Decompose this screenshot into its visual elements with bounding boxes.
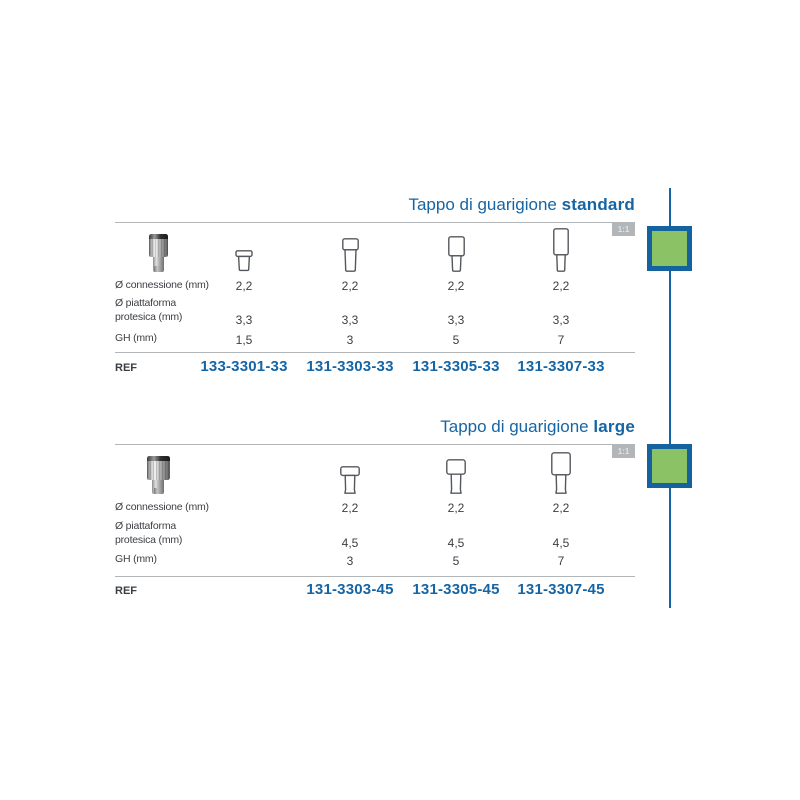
ref-number: 131-3303-33 xyxy=(306,358,394,375)
value-cell: 2,2 xyxy=(341,279,359,293)
healing-cap-photo-standard xyxy=(148,234,168,272)
row-label-piattaforma-line1: Ø piattaforma xyxy=(115,297,177,309)
healing-cap-outline-gh7-icon xyxy=(511,228,611,272)
row-label-gh: GH (mm) xyxy=(115,553,157,565)
value-cell: 4,5 xyxy=(341,536,359,550)
scale-1-1-badge: 1:1 xyxy=(612,223,635,236)
value-cell: 3,3 xyxy=(235,313,253,327)
value-cell: 3,3 xyxy=(341,313,359,327)
healing-cap-outline-gh3-icon xyxy=(300,228,400,272)
value-cell: 2,2 xyxy=(235,279,253,293)
healing-cap-outline-gh7-icon xyxy=(511,450,611,494)
value-cell: 3 xyxy=(346,333,354,347)
row-label-piattaforma-line1: Ø piattaforma xyxy=(115,520,177,532)
value-cell: 7 xyxy=(557,333,565,347)
healing-cap-outline-gh5-icon xyxy=(406,228,506,272)
ref-number: 133-3301-33 xyxy=(200,358,288,375)
value-cell: 3 xyxy=(346,554,354,568)
section-title-bold: standard xyxy=(561,195,635,214)
value-cell: 3,3 xyxy=(552,313,570,327)
ref-number: 131-3305-45 xyxy=(412,581,500,598)
row-label-connessione: Ø connessione (mm) xyxy=(115,279,209,291)
value-cell: 1,5 xyxy=(235,333,253,347)
section-title-bold: large xyxy=(593,417,635,436)
ref-number: 131-3305-33 xyxy=(412,358,500,375)
value-cell: 2,2 xyxy=(552,501,570,515)
value-cell: 2,2 xyxy=(341,501,359,515)
section-title-regular: Tappo di guarigione xyxy=(408,195,562,214)
value-cell: 2,2 xyxy=(552,279,570,293)
ref-row-label: REF xyxy=(115,362,137,374)
value-cell: 2,2 xyxy=(447,501,465,515)
value-cell: 4,5 xyxy=(552,536,570,550)
ref-number: 131-3307-33 xyxy=(517,358,605,375)
divider xyxy=(115,352,635,353)
row-label-connessione: Ø connessione (mm) xyxy=(115,501,209,513)
green-scale-square-icon xyxy=(647,226,692,271)
healing-cap-outline-gh5-icon xyxy=(406,450,506,494)
row-label-piattaforma-line2: protesica (mm) xyxy=(115,311,183,323)
healing-cap-outline-gh1-5-icon xyxy=(194,228,294,272)
ref-number: 131-3307-45 xyxy=(517,581,605,598)
divider xyxy=(115,444,635,445)
section-title-standard: Tappo di guarigione standard xyxy=(408,194,635,216)
ref-number: 131-3303-45 xyxy=(306,581,394,598)
value-cell: 5 xyxy=(452,333,460,347)
healing-cap-photo-icon xyxy=(128,228,188,272)
vertical-guide-line xyxy=(669,188,671,608)
value-cell: 4,5 xyxy=(447,536,465,550)
section-title-regular: Tappo di guarigione xyxy=(440,417,594,436)
value-cell: 2,2 xyxy=(447,279,465,293)
section-title-large: Tappo di guarigione large xyxy=(440,416,635,438)
row-label-piattaforma-line2: protesica (mm) xyxy=(115,534,183,546)
value-cell: 3,3 xyxy=(447,313,465,327)
scale-1-1-badge: 1:1 xyxy=(612,445,635,458)
value-cell: 7 xyxy=(557,554,565,568)
healing-cap-photo-icon xyxy=(128,450,188,494)
healing-cap-photo-large xyxy=(146,456,170,494)
value-cell: 5 xyxy=(452,554,460,568)
healing-cap-outline-gh3-icon xyxy=(300,450,400,494)
divider xyxy=(115,576,635,577)
green-scale-square-icon xyxy=(647,444,692,488)
row-label-gh: GH (mm) xyxy=(115,332,157,344)
ref-row-label: REF xyxy=(115,585,137,597)
divider xyxy=(115,222,635,223)
